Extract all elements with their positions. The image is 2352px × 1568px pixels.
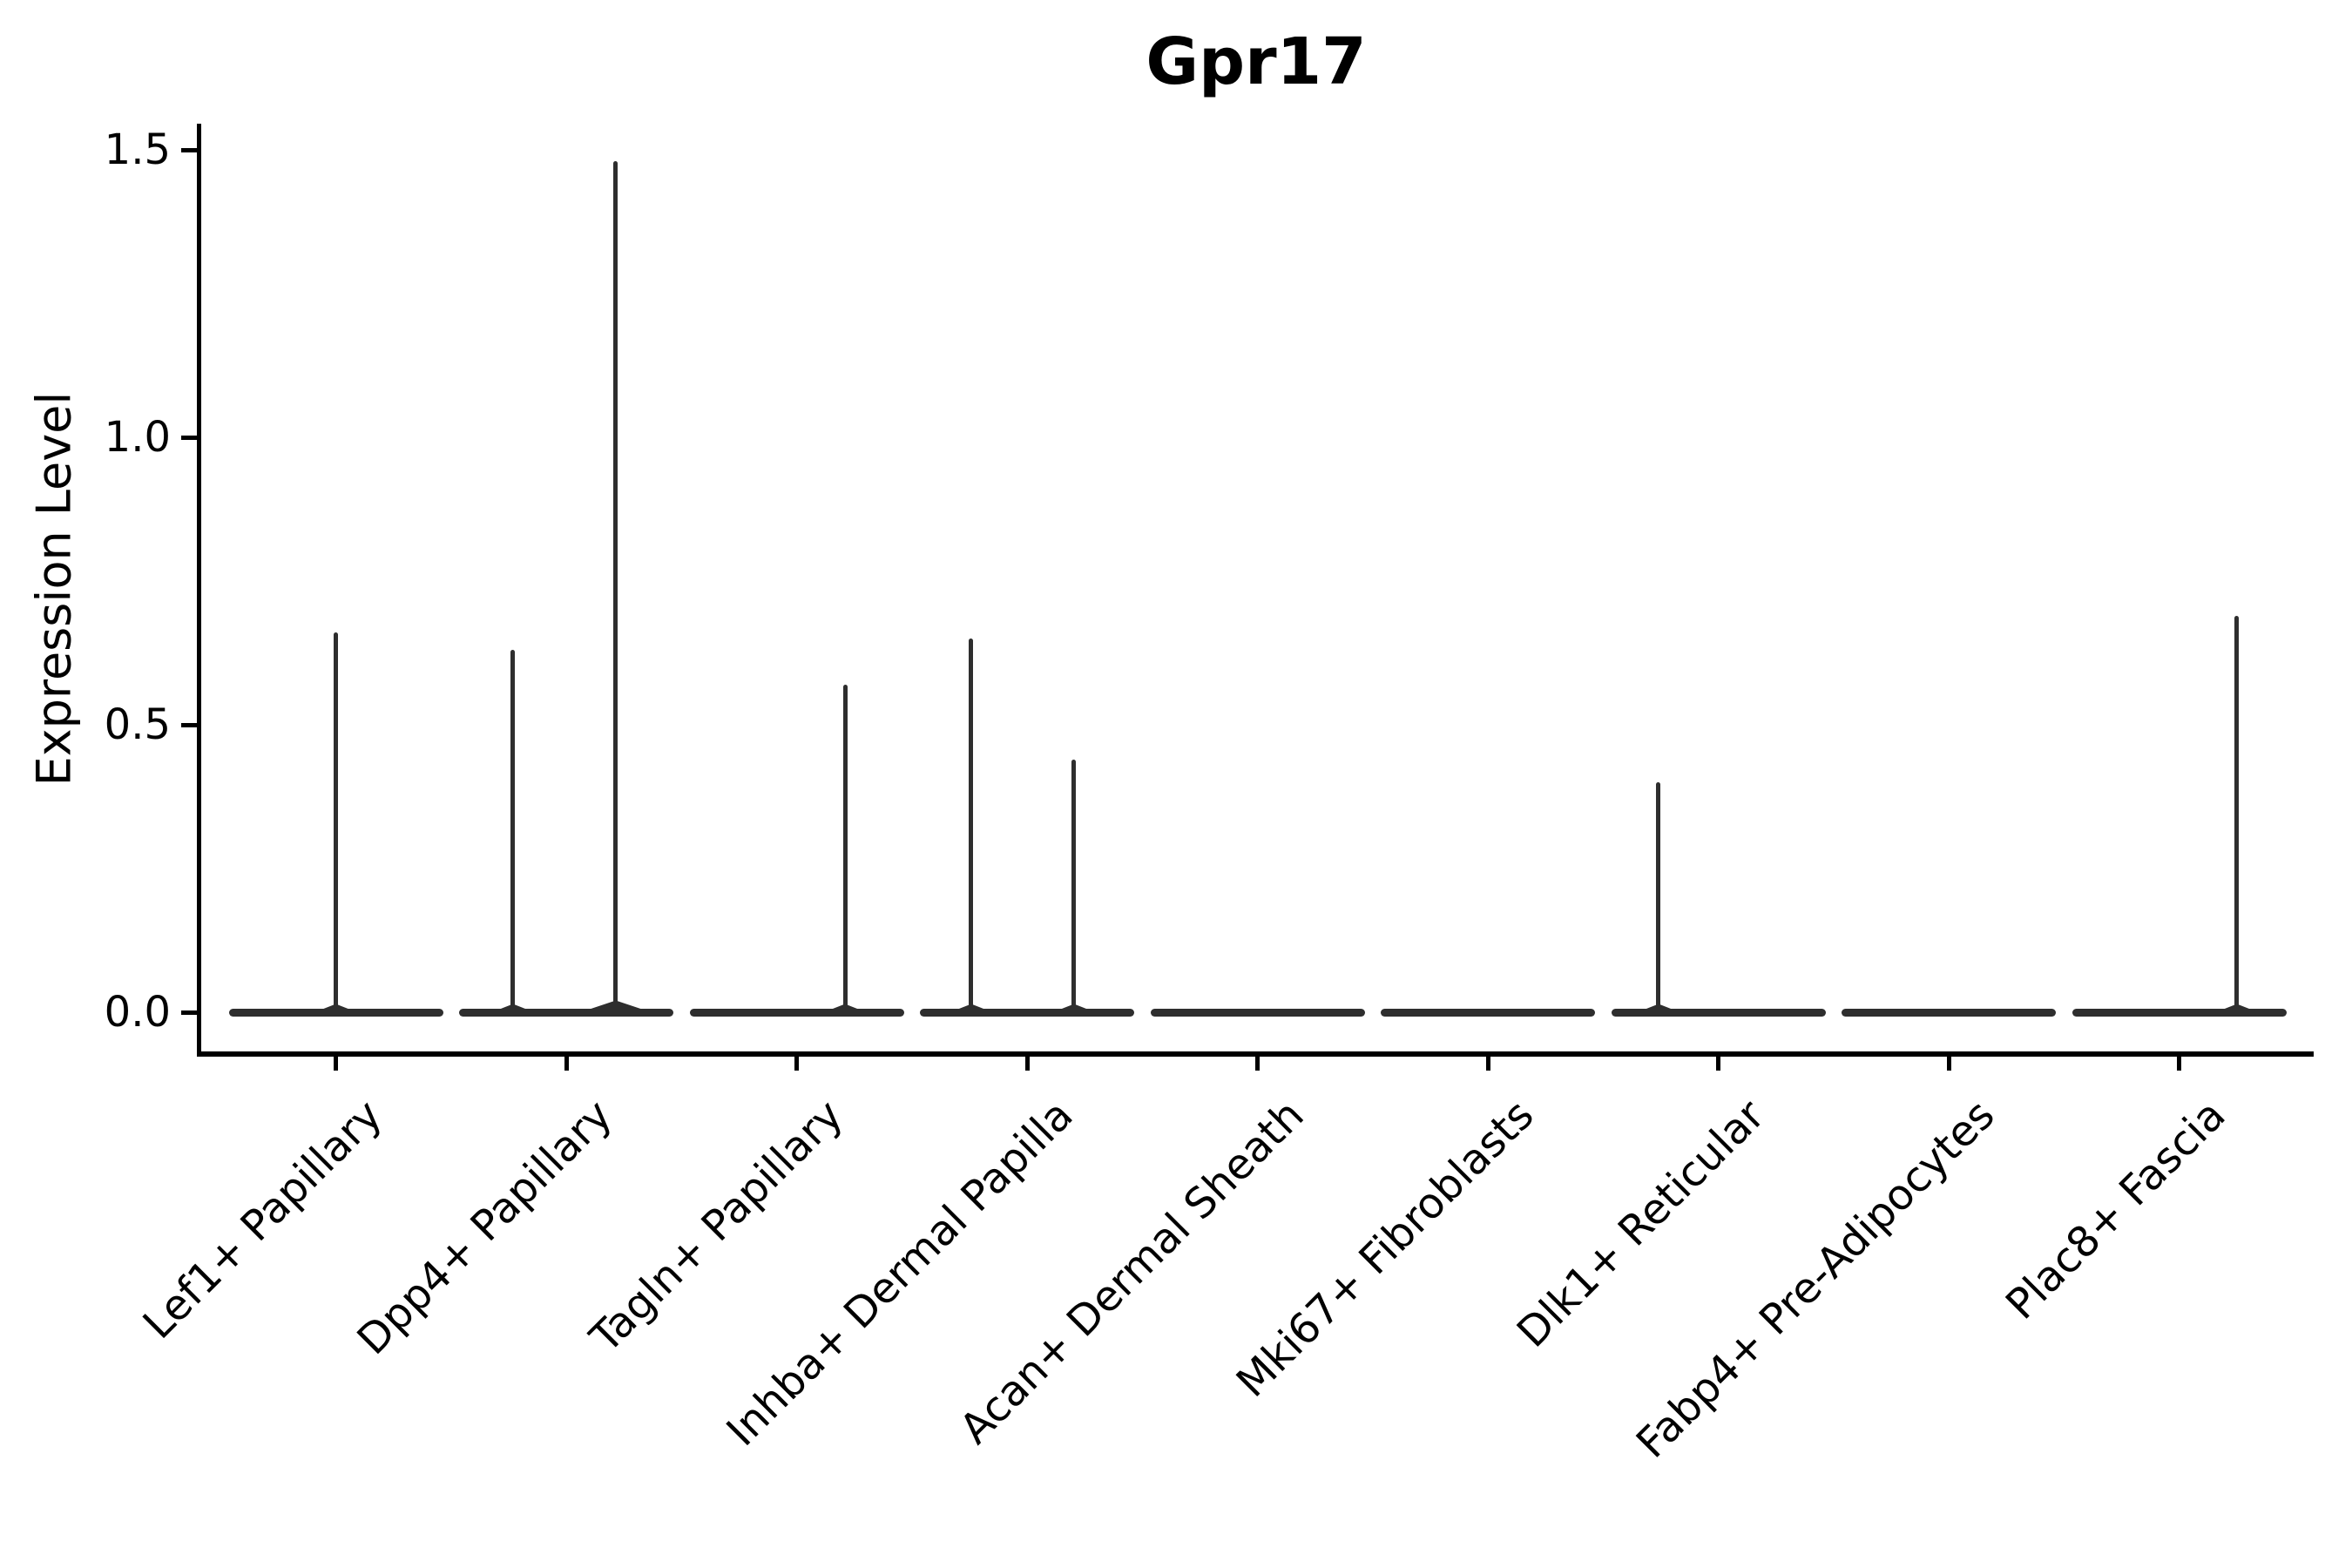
x-category-label: Plac8+ Fascia — [1996, 1091, 2235, 1329]
violin-spike-foot — [1053, 1004, 1094, 1012]
violin-spike — [2234, 615, 2240, 1016]
violin-spike-foot — [950, 1004, 991, 1012]
y-tick-label: 0.5 — [104, 700, 171, 749]
violin-base — [689, 1008, 904, 1017]
y-tick-label: 0.0 — [104, 988, 171, 1037]
violin-base — [920, 1008, 1134, 1017]
violin-spike-foot — [1638, 1004, 1679, 1012]
x-tick-mark — [1024, 1057, 1030, 1071]
violin-base — [1842, 1008, 2056, 1017]
x-tick-mark — [2177, 1057, 2181, 1071]
x-tick-mark — [1716, 1057, 1720, 1071]
x-tick-mark — [564, 1057, 569, 1071]
x-category-label: Lef1+ Papillary — [133, 1091, 392, 1348]
violin-spike-foot — [2216, 1004, 2257, 1012]
violin-spike — [510, 650, 516, 1016]
x-axis-spine — [197, 1051, 2314, 1057]
violin-spike-foot — [825, 1004, 866, 1012]
y-axis-spine — [197, 124, 201, 1057]
x-tick-mark — [334, 1057, 338, 1071]
violin-base — [2072, 1008, 2287, 1017]
violin-spike — [1071, 759, 1077, 1016]
y-tick-label: 1.0 — [104, 413, 171, 462]
y-tick-mark — [181, 1010, 197, 1015]
y-tick-mark — [181, 147, 197, 152]
violin-spike — [613, 161, 618, 1016]
violin-spike — [1656, 782, 1661, 1016]
x-category-label: Dlk1+ Reticular — [1507, 1091, 1774, 1357]
y-axis-label: Expression Level — [26, 391, 82, 787]
y-tick-label: 1.5 — [104, 125, 171, 174]
violin-spike-foot — [581, 1000, 650, 1012]
violin-spike-foot — [492, 1004, 533, 1012]
x-category-label: Tagln+ Papillary — [580, 1091, 853, 1362]
y-tick-mark — [181, 435, 197, 440]
violin-base — [1150, 1008, 1365, 1017]
violin-spike-foot — [315, 1004, 356, 1012]
x-tick-mark — [794, 1057, 799, 1071]
violin-base — [1381, 1008, 1595, 1017]
chart-title: Gpr17 — [1146, 24, 1367, 99]
violin-spike — [969, 639, 974, 1016]
x-tick-mark — [1485, 1057, 1490, 1071]
violin-base — [459, 1008, 673, 1017]
x-category-label: Dpp4+ Papillary — [348, 1091, 622, 1365]
x-tick-mark — [1255, 1057, 1260, 1071]
violin-base — [1611, 1008, 1826, 1017]
y-tick-mark — [181, 722, 197, 727]
violin-spike — [334, 632, 338, 1016]
violin-spike — [842, 684, 848, 1016]
x-tick-mark — [1946, 1057, 1951, 1071]
